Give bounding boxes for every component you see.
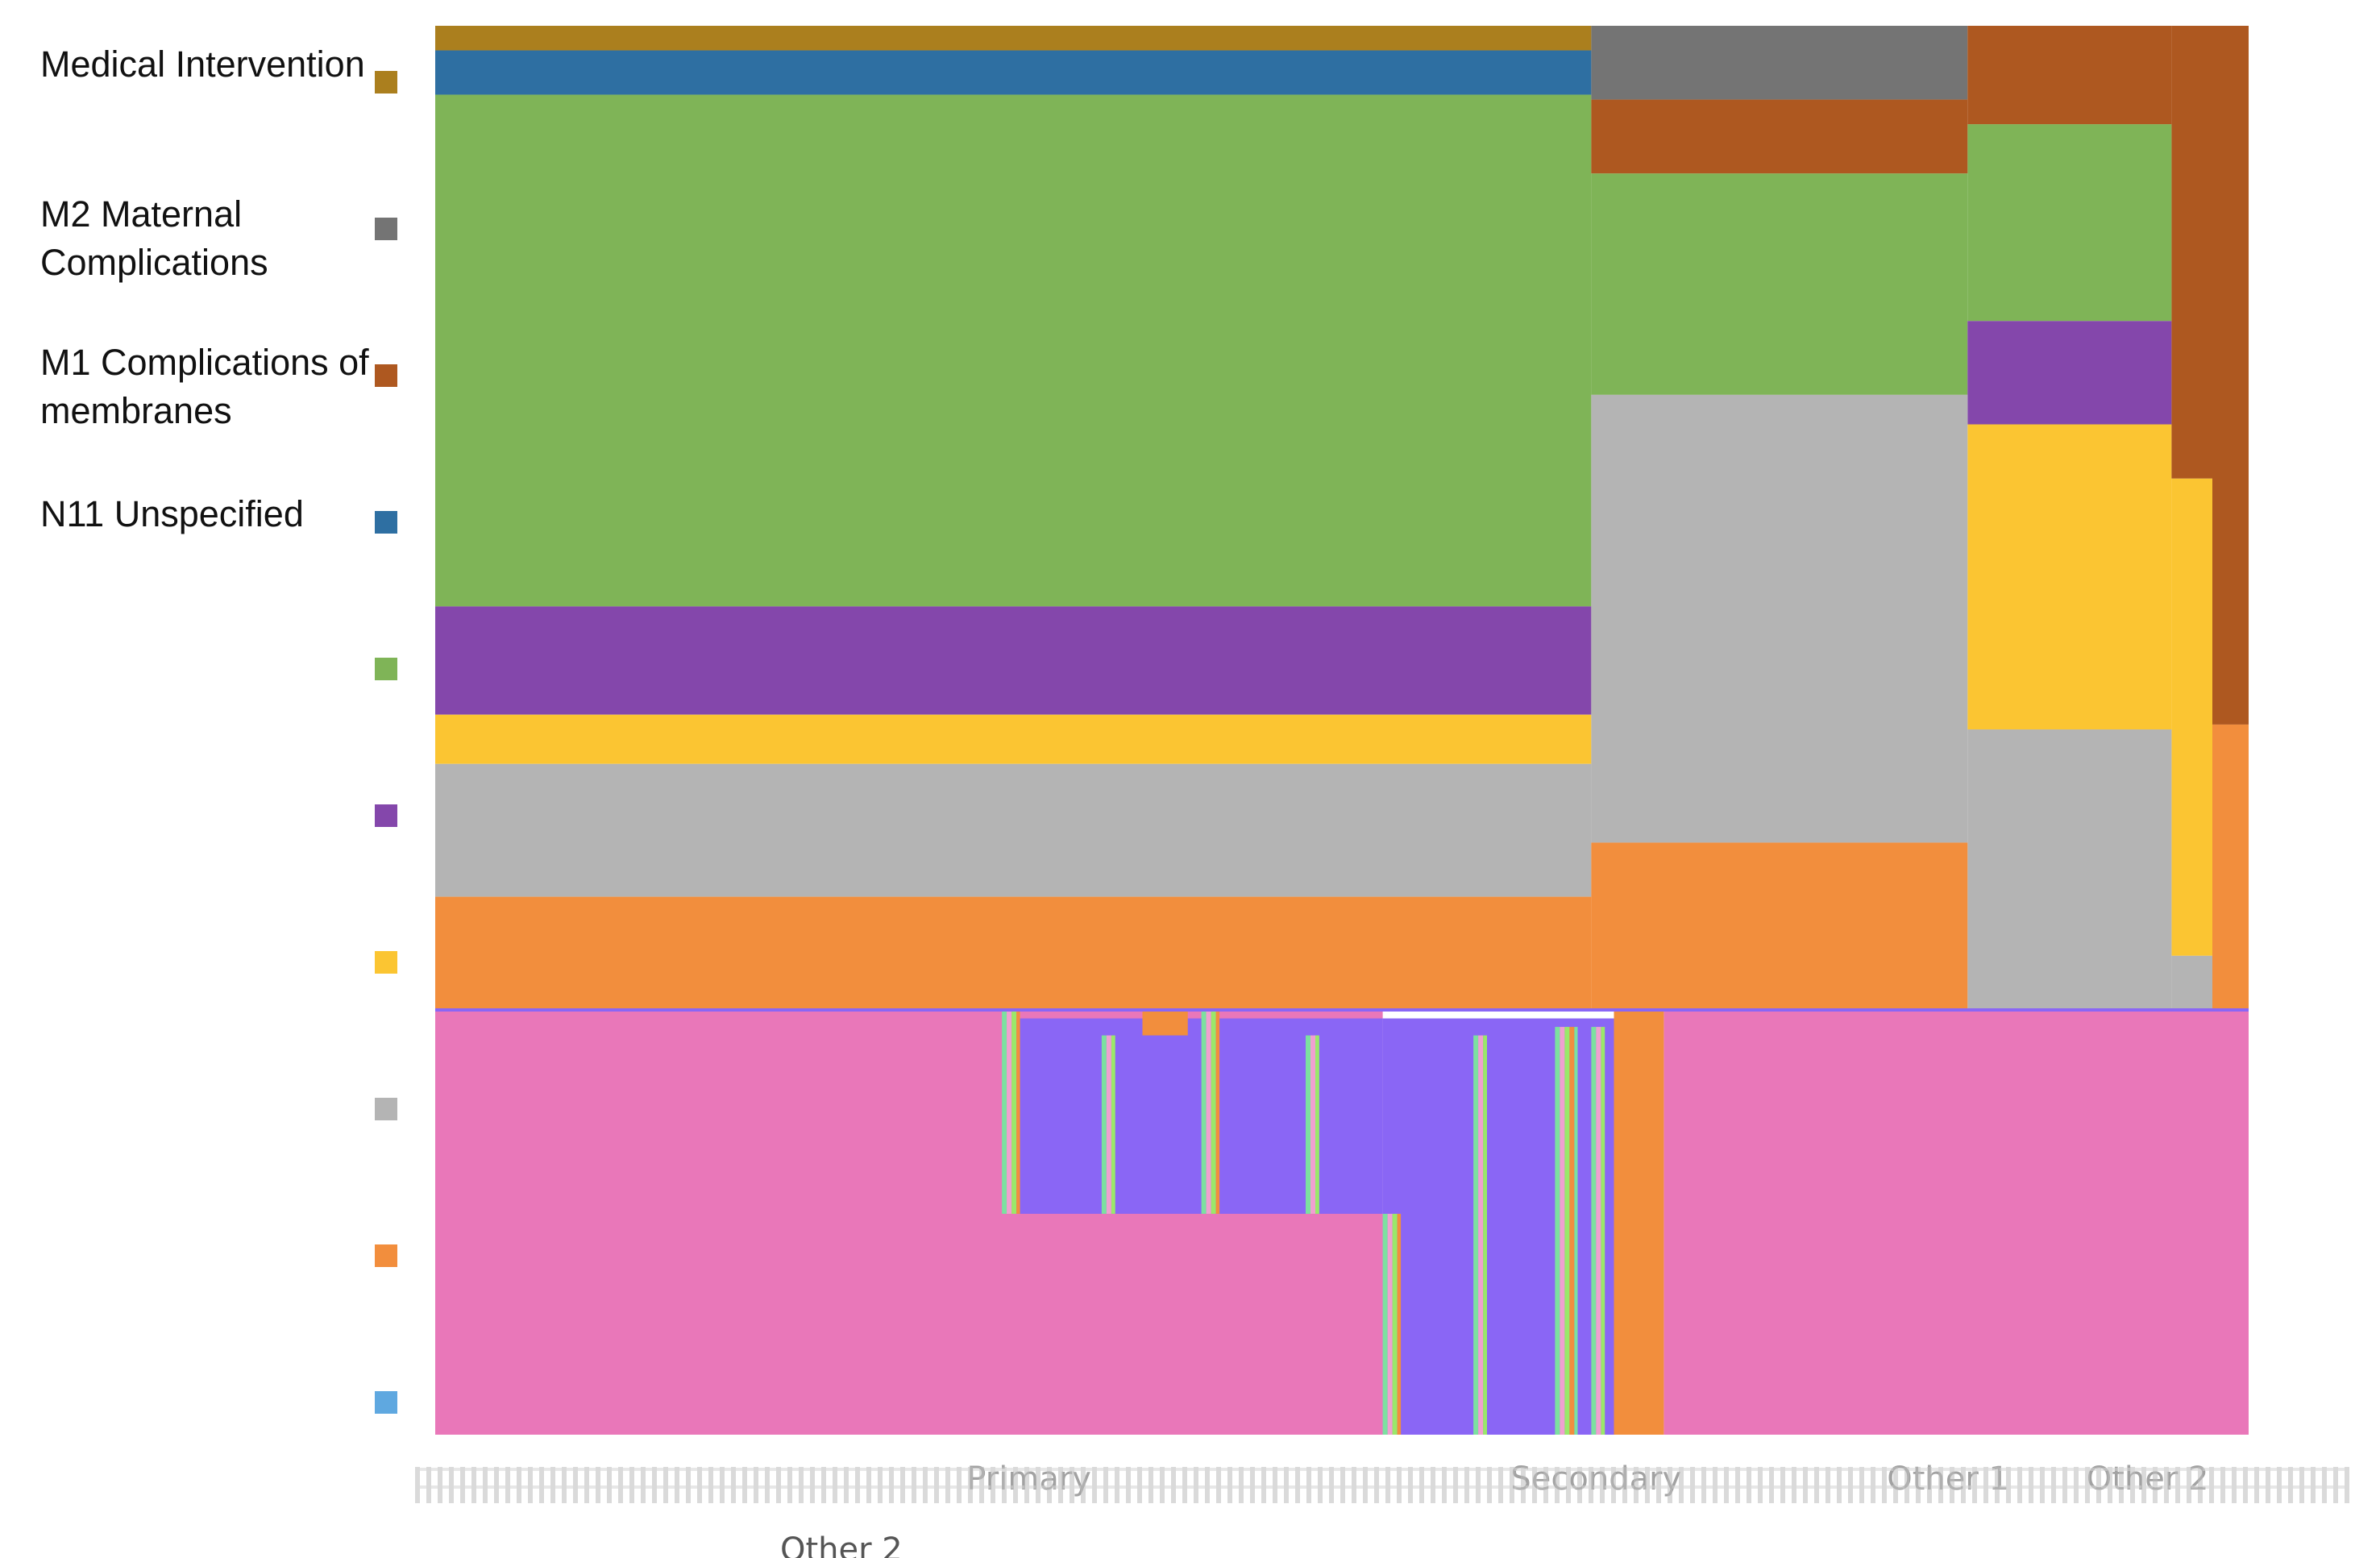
legend-swatch-8 [375, 1244, 397, 1267]
upper-band-2-seg-0 [435, 94, 1592, 607]
legend-label-m1-complications-of-membranes: M1 Complications of membranes [40, 342, 369, 431]
upper-band-1-seg-0 [435, 50, 1592, 95]
upper-panel [435, 26, 2249, 1010]
lower-block-1 [1664, 1010, 2249, 1435]
upper-band-0-seg-0 [435, 26, 1592, 51]
upper-band-3-seg-1 [1967, 321, 2172, 425]
upper-band-8-seg-0 [1591, 99, 1968, 174]
lower-stripe-4 [1382, 1213, 1402, 1435]
axis-tick-noise [415, 1467, 2349, 1503]
legend-label-medical-intervention: Medical Intervention [40, 44, 365, 85]
lower-block-3 [1382, 1018, 1614, 1435]
upper-band-8-seg-2 [2171, 26, 2212, 479]
upper-band-2-seg-2 [1967, 124, 2172, 322]
lower-panel [435, 1008, 2249, 1435]
legend-swatch-4 [375, 658, 397, 680]
lower-stripe-3 [1306, 1035, 1319, 1214]
upper-band-5-seg-0 [435, 763, 1592, 897]
upper-band-6-seg-2 [2212, 724, 2249, 1010]
legend: Medical Intervention M2 Maternal Complic… [0, 0, 419, 1558]
legend-label-m2-maternal-complications: M2 Maternal Complications [40, 193, 268, 283]
legend-swatch-2 [375, 364, 397, 387]
lower-stripe-2 [1201, 1010, 1220, 1214]
legend-swatch-0 [375, 71, 397, 93]
legend-swatch-6 [375, 951, 397, 974]
upper-band-8-seg-1 [1967, 26, 2172, 125]
upper-band-5-seg-2 [1967, 729, 2172, 1010]
lower-stripe-0 [1002, 1010, 1020, 1214]
lower-stripe-7 [1591, 1027, 1605, 1435]
lower-stripe-5 [1473, 1035, 1487, 1435]
upper-band-4-seg-1 [1967, 424, 2172, 730]
upper-band-4-seg-0 [435, 714, 1592, 764]
legend-label-n11-unspecified: N11 Unspecified [40, 493, 304, 534]
upper-band-5-seg-1 [1591, 394, 1968, 843]
upper-band-8-seg-3 [2212, 26, 2249, 725]
upper-band-6-seg-0 [435, 896, 1592, 1010]
upper-band-4-seg-2 [2171, 478, 2212, 956]
legend-swatch-3 [375, 511, 397, 534]
axis-extra-label: Other 2 [780, 1531, 903, 1558]
panel-divider [435, 1008, 2249, 1012]
lower-block-2 [1016, 1018, 1383, 1214]
legend-swatch-7 [375, 1098, 397, 1120]
lower-stripe-6 [1555, 1027, 1578, 1435]
lower-block-4 [1614, 1010, 1664, 1435]
upper-band-5-seg-3 [2171, 955, 2212, 1010]
upper-band-2-seg-1 [1591, 173, 1968, 395]
lower-stripe-1 [1101, 1035, 1115, 1214]
legend-swatch-1 [375, 218, 397, 240]
upper-band-7-seg-0 [1591, 26, 1968, 100]
upper-band-6-seg-1 [1591, 842, 1968, 1010]
legend-swatch-5 [375, 804, 397, 827]
lower-block-5 [1142, 1010, 1188, 1036]
legend-swatch-9 [375, 1391, 397, 1414]
upper-band-3-seg-0 [435, 606, 1592, 715]
